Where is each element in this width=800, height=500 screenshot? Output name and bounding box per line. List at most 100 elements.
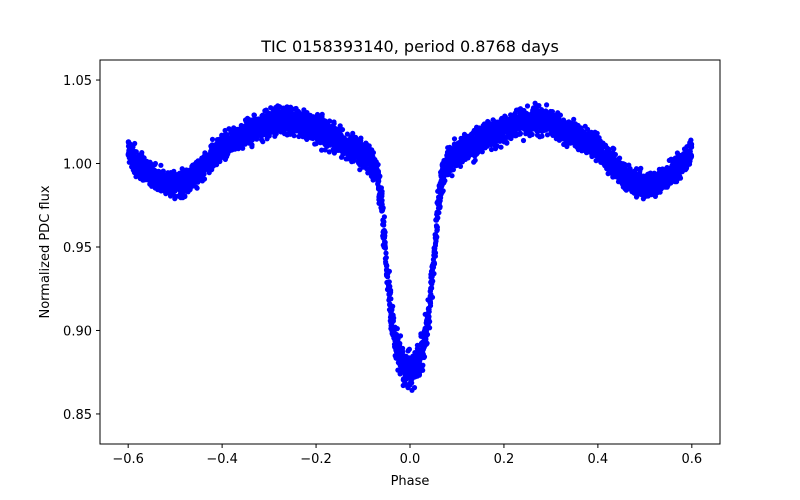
data-point: [419, 349, 426, 355]
data-point: [463, 139, 469, 145]
data-point: [434, 227, 440, 233]
data-point: [639, 192, 645, 198]
data-point: [568, 134, 574, 140]
data-point: [622, 186, 628, 192]
data-point: [331, 150, 337, 156]
data-point: [574, 135, 580, 141]
data-point: [371, 165, 377, 172]
data-point: [684, 144, 690, 150]
data-point: [512, 112, 518, 118]
data-point: [383, 259, 389, 265]
data-point: [445, 153, 451, 159]
data-point: [242, 117, 249, 123]
data-point: [431, 260, 437, 266]
data-point: [544, 102, 550, 108]
data-point: [180, 169, 186, 175]
data-point: [504, 140, 510, 146]
data-point: [302, 130, 308, 136]
data-point: [381, 214, 387, 220]
data-point: [363, 161, 369, 168]
data-point: [537, 114, 543, 121]
data-point: [134, 165, 141, 171]
data-point: [255, 130, 261, 136]
data-point: [154, 183, 160, 189]
data-point: [337, 123, 343, 129]
data-point: [439, 177, 445, 183]
data-point: [143, 176, 149, 182]
data-point: [201, 167, 207, 173]
data-point: [417, 357, 423, 363]
data-point: [413, 352, 419, 358]
data-point: [409, 374, 415, 381]
data-point: [414, 366, 420, 372]
data-points: [125, 100, 695, 393]
data-point: [400, 377, 406, 383]
data-point: [517, 121, 523, 127]
data-point: [386, 292, 392, 298]
data-point: [322, 118, 328, 124]
data-point: [139, 152, 145, 158]
data-point: [240, 145, 246, 151]
data-point: [274, 118, 280, 124]
data-point: [531, 106, 537, 112]
data-point: [566, 139, 572, 145]
data-point: [189, 182, 195, 188]
data-point: [295, 110, 301, 116]
data-point: [619, 177, 625, 183]
data-point: [520, 137, 527, 144]
data-point: [192, 161, 198, 167]
data-point: [451, 136, 458, 142]
data-point: [331, 119, 337, 125]
data-point: [224, 153, 230, 160]
data-point: [228, 128, 234, 134]
data-point: [433, 217, 440, 223]
data-point: [383, 250, 389, 256]
data-point: [206, 166, 213, 173]
data-point: [160, 184, 167, 191]
data-point: [436, 210, 442, 216]
data-point: [297, 130, 303, 136]
data-point: [304, 110, 310, 116]
data-point: [676, 172, 682, 178]
data-point: [126, 143, 132, 149]
data-point: [339, 139, 345, 145]
data-point: [432, 232, 438, 238]
data-point: [349, 159, 355, 165]
data-point: [618, 160, 624, 166]
data-point: [286, 105, 292, 111]
data-point: [214, 162, 220, 168]
data-point: [425, 314, 431, 320]
data-point: [617, 155, 623, 161]
data-point: [648, 192, 655, 198]
data-point: [356, 160, 362, 166]
data-point: [201, 171, 207, 177]
data-point: [534, 128, 540, 134]
data-point: [561, 141, 567, 147]
data-point: [251, 112, 257, 118]
data-point: [283, 112, 289, 118]
data-point: [598, 157, 604, 163]
data-point: [354, 148, 360, 154]
data-point: [327, 137, 333, 143]
data-point: [534, 103, 540, 109]
data-point: [469, 144, 475, 150]
data-point: [532, 114, 538, 120]
data-point: [581, 129, 587, 135]
data-point: [464, 147, 470, 153]
data-point: [584, 137, 590, 143]
data-point: [163, 191, 169, 197]
data-point: [614, 164, 620, 170]
data-point: [199, 178, 205, 184]
data-point: [426, 309, 432, 315]
data-point: [302, 134, 308, 140]
data-point: [423, 339, 429, 345]
data-point: [429, 274, 435, 280]
data-point: [248, 126, 254, 132]
data-point: [134, 169, 140, 175]
data-point: [607, 154, 613, 160]
data-point: [263, 107, 269, 113]
data-point: [451, 147, 457, 153]
data-point: [502, 114, 508, 120]
data-point: [480, 143, 487, 150]
data-point: [133, 149, 139, 155]
